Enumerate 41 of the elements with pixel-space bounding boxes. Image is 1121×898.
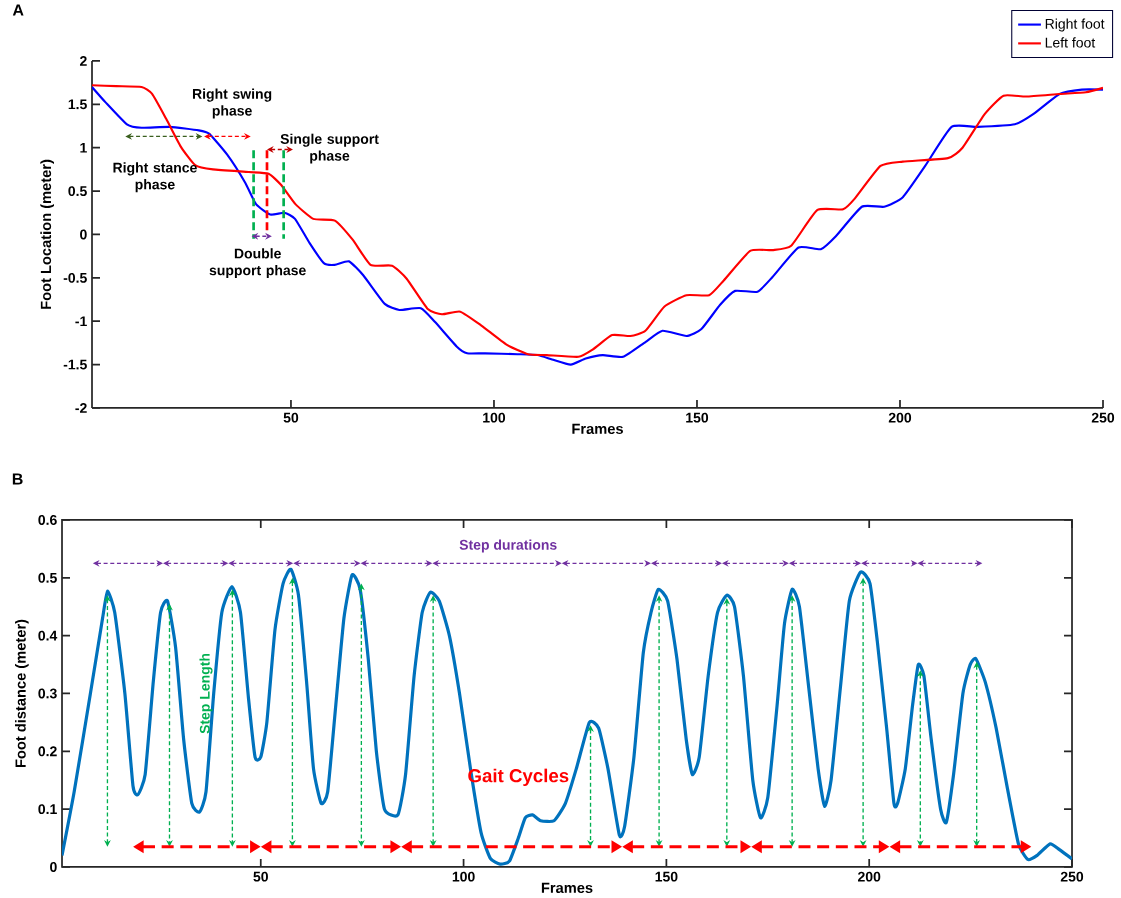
annotation: Right stance phase — [113, 162, 197, 193]
x-tick-label: 150 — [686, 412, 709, 423]
x-tick-label: 150 — [655, 871, 678, 882]
legend-label: Left foot — [1045, 37, 1096, 48]
y-tick-label: 1.5 — [68, 99, 87, 110]
y-tick-label: -1.5 — [63, 359, 87, 370]
annotation: Step Length — [199, 653, 213, 734]
y-tick-label: 0.2 — [38, 746, 57, 757]
x-tick-label: 200 — [888, 412, 912, 423]
x-axis-title: Frames — [572, 423, 623, 434]
annotation: Right swing phase — [192, 88, 272, 119]
y-tick-label: 0.5 — [38, 572, 57, 583]
y-tick-label: 0.4 — [38, 630, 58, 641]
x-tick-label: 50 — [253, 871, 268, 882]
legend-label: Right foot — [1045, 18, 1105, 32]
y-tick-label: 0.5 — [68, 186, 87, 197]
y-tick-label: 0 — [50, 862, 57, 872]
annotation: Double support phase — [209, 248, 306, 279]
x-tick-label: 250 — [1091, 412, 1115, 423]
x-axis-title: Frames — [541, 882, 593, 893]
annotation: Single support phase — [280, 133, 379, 164]
y-tick-label: 1 — [80, 142, 87, 153]
annotation: Step durations — [459, 539, 557, 553]
y-tick-label: 2 — [79, 56, 87, 66]
x-tick-label: 100 — [483, 412, 506, 423]
y-tick-label: -0.5 — [63, 272, 87, 283]
line-series — [62, 567, 1073, 866]
y-tick-label: 0.6 — [38, 515, 57, 525]
y-tick-label: -1 — [75, 316, 87, 327]
x-tick-label: 100 — [452, 871, 475, 882]
y-tick-label: 0.3 — [38, 688, 57, 699]
y-tick-label: 0.1 — [38, 804, 57, 815]
y-tick-label: -2 — [75, 403, 87, 413]
x-tick-label: 200 — [858, 871, 881, 882]
y-axis-title: Foot distance (meter) — [15, 619, 29, 768]
x-tick-label: 50 — [283, 412, 299, 423]
y-axis-title: Foot Location (meter) — [40, 159, 54, 309]
chart-title: A — [12, 4, 24, 16]
chart-title: B — [12, 473, 23, 485]
y-tick-label: 0 — [80, 229, 87, 240]
x-tick-label: 250 — [1060, 871, 1084, 882]
